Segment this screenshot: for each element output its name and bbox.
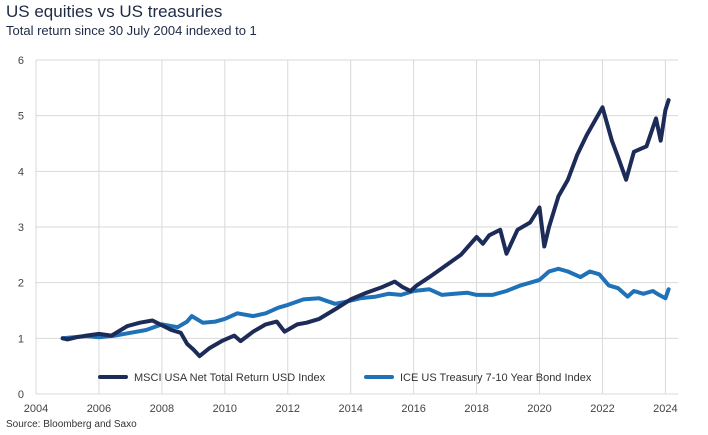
y-tick-label: 6 — [18, 55, 24, 67]
x-tick-label: 2018 — [464, 403, 488, 415]
x-tick-label: 2016 — [401, 403, 425, 415]
x-tick-label: 2022 — [590, 403, 614, 415]
series-line-treasuries — [60, 266, 671, 341]
series-lines — [60, 98, 671, 359]
source-note: Source: Bloomberg and Saxo — [6, 419, 137, 430]
y-tick-label: 0 — [18, 389, 24, 401]
series-line-equities — [60, 98, 671, 359]
x-tick-label: 2020 — [527, 403, 551, 415]
chart-subtitle: Total return since 30 July 2004 indexed … — [6, 23, 257, 38]
legend-label: MSCI USA Net Total Return USD Index — [134, 372, 326, 384]
x-tick-label: 2004 — [24, 403, 48, 415]
y-tick-label: 1 — [18, 333, 24, 345]
axis-ticks: 2004 2006 2008 2010 2012 2014 2016 2018 2020 2022… — [18, 55, 678, 415]
legend-item-treasuries: ICE US Treasury 7-10 Year Bond Index — [364, 372, 592, 384]
legend-item-equities: MSCI USA Net Total Return USD Index — [98, 372, 326, 384]
x-tick-label: 2012 — [276, 403, 300, 415]
grid — [35, 59, 678, 395]
y-tick-label: 5 — [18, 111, 24, 123]
legend-label: ICE US Treasury 7-10 Year Bond Index — [400, 372, 592, 384]
legend: MSCI USA Net Total Return USD Index ICE U… — [98, 372, 592, 384]
chart-title: US equities vs US treasuries — [6, 2, 223, 21]
y-tick-label: 4 — [18, 166, 24, 178]
x-tick-label: 2010 — [213, 403, 237, 415]
x-tick-label: 2006 — [87, 403, 111, 415]
y-tick-label: 2 — [18, 278, 24, 290]
x-tick-label: 2024 — [653, 403, 677, 415]
y-tick-label: 3 — [18, 222, 24, 234]
x-tick-label: 2014 — [338, 403, 362, 415]
x-tick-label: 2008 — [150, 403, 174, 415]
